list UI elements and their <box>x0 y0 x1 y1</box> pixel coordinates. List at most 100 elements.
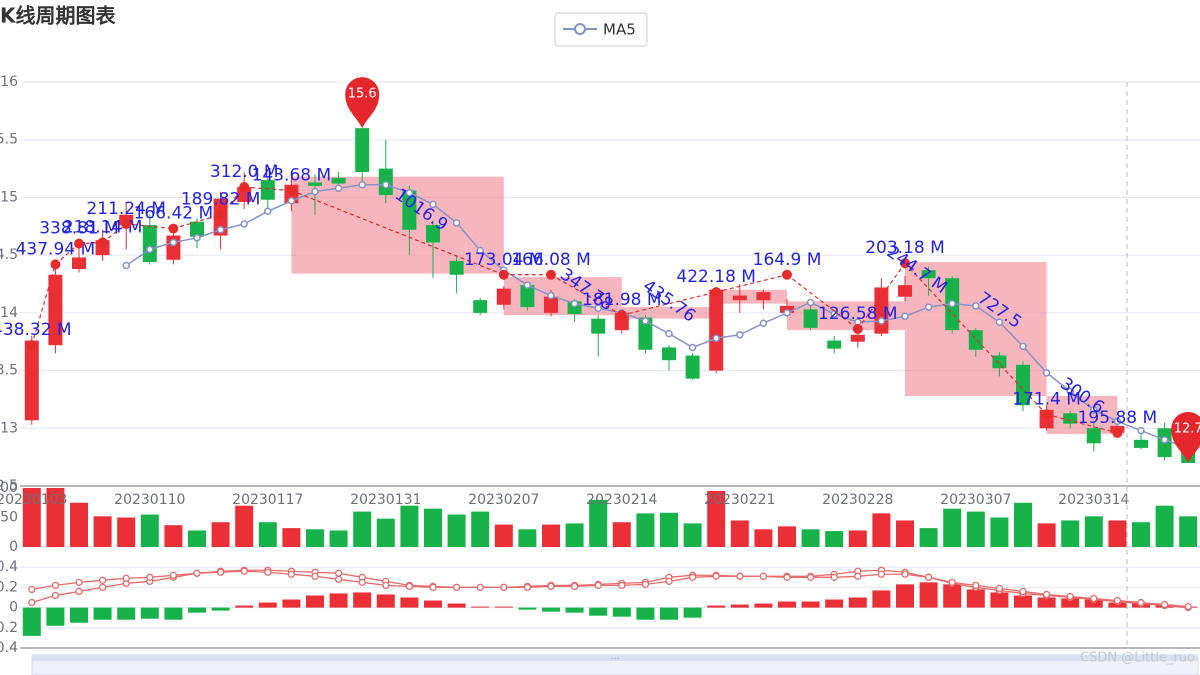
ma-point <box>759 319 768 327</box>
volume-bar <box>919 528 938 547</box>
macd-bar <box>636 607 655 620</box>
macd-bar <box>848 597 867 608</box>
macd-point <box>51 591 60 600</box>
macd-point <box>1137 598 1145 607</box>
annotation-label: 126.58 M <box>818 304 898 324</box>
y-tick-label: 15 <box>0 189 18 205</box>
macd-bar <box>70 607 88 623</box>
macd-bar <box>683 607 702 618</box>
x-tick-label: 20230117 <box>232 492 303 508</box>
macd-bar <box>117 607 136 620</box>
macd-bar <box>188 607 206 613</box>
ma-point <box>1042 369 1051 377</box>
candle-body <box>1016 364 1030 406</box>
candle-body <box>685 355 700 379</box>
macd-bar <box>140 607 159 619</box>
macd-point <box>311 572 319 580</box>
volume-bar <box>565 523 584 547</box>
macd-point <box>736 572 744 580</box>
volume-bar <box>188 530 206 547</box>
candle-body <box>331 177 346 184</box>
candle-body <box>355 128 370 173</box>
x-tick-label: 20230207 <box>468 492 539 508</box>
macd-bar <box>565 607 584 613</box>
macd-point <box>995 584 1004 593</box>
candle-body <box>520 285 535 308</box>
candle-body <box>638 317 653 350</box>
volume-bar <box>707 490 726 547</box>
macd-point <box>972 581 980 590</box>
candle-body <box>473 300 488 313</box>
volume-bar <box>660 512 678 547</box>
candle-body <box>402 190 417 230</box>
macd-point <box>500 583 508 592</box>
macd-point <box>877 570 886 578</box>
candle-body <box>260 180 275 200</box>
macd-point <box>334 569 343 577</box>
mark-area <box>291 176 504 274</box>
mark-pin <box>1171 411 1200 463</box>
candle-body <box>1086 428 1101 444</box>
macd-point <box>146 573 154 581</box>
macd-point <box>358 578 366 586</box>
trend-segment <box>126 223 174 230</box>
annotation-label: 218.14 M <box>63 217 143 237</box>
ma-point <box>311 187 319 196</box>
trend-segment <box>716 274 788 293</box>
x-tick-label: 20230103 <box>0 492 67 508</box>
annotation-label: 312.0 M <box>210 162 279 182</box>
macd-bar <box>589 607 608 616</box>
volume-bar <box>730 520 749 547</box>
y-tick-label: -0.2 <box>0 620 18 636</box>
ma-point <box>1090 406 1098 414</box>
y-tick-label: 0 <box>9 539 18 555</box>
x-tick-label: 20230131 <box>350 492 421 508</box>
volume-bar <box>896 520 914 547</box>
trend-segment <box>786 274 859 330</box>
trend-point <box>26 340 37 351</box>
volume-bar <box>424 508 442 547</box>
macd-bar <box>447 603 466 608</box>
annotation-label: 195.88 M <box>1078 408 1158 428</box>
ma-point <box>1160 436 1169 444</box>
macd-bar <box>376 594 395 608</box>
volume-bar <box>93 516 112 547</box>
trend-point <box>1112 427 1123 438</box>
ma-point <box>641 317 650 325</box>
macd-bar <box>542 607 560 612</box>
volume-bar <box>22 488 41 547</box>
volume-bar <box>1132 522 1150 547</box>
macd-bar <box>518 607 537 610</box>
chart-title: K线周期图表 <box>0 4 116 28</box>
macd-bar <box>353 592 372 608</box>
y-tick-label: 13 <box>0 420 18 436</box>
trend-point <box>616 310 627 321</box>
volume-bar <box>683 523 702 547</box>
macd-point <box>901 570 909 578</box>
annotation-label: 166.08 M <box>511 250 591 270</box>
legend-marker <box>574 23 586 35</box>
trend-point <box>50 259 61 270</box>
volume-bar <box>943 508 962 547</box>
annotation-label: 166.42 M <box>134 204 214 224</box>
data-zoom-handle[interactable]: ⋯ <box>611 655 620 665</box>
annotation-label: 181.98 M <box>582 290 662 310</box>
macd-point <box>547 582 555 591</box>
macd-point <box>334 575 343 583</box>
ma-point <box>547 291 555 300</box>
volume-bar <box>400 505 419 547</box>
macd-bar <box>896 584 914 608</box>
macd-bar <box>778 601 796 608</box>
trend-point <box>498 269 509 280</box>
macd-point <box>570 582 579 591</box>
y-tick-label: 0.4 <box>0 559 18 575</box>
x-tick-label: 20230307 <box>940 492 1011 508</box>
macd-line <box>31 569 1189 609</box>
ma-point <box>122 261 130 270</box>
ma-point <box>405 189 414 197</box>
volume-bar <box>117 517 136 547</box>
volume-bar <box>636 513 655 547</box>
candle-body <box>426 225 440 243</box>
y-tick-label: 13.5 <box>0 363 18 379</box>
y-tick-label: -0.4 <box>0 640 18 656</box>
